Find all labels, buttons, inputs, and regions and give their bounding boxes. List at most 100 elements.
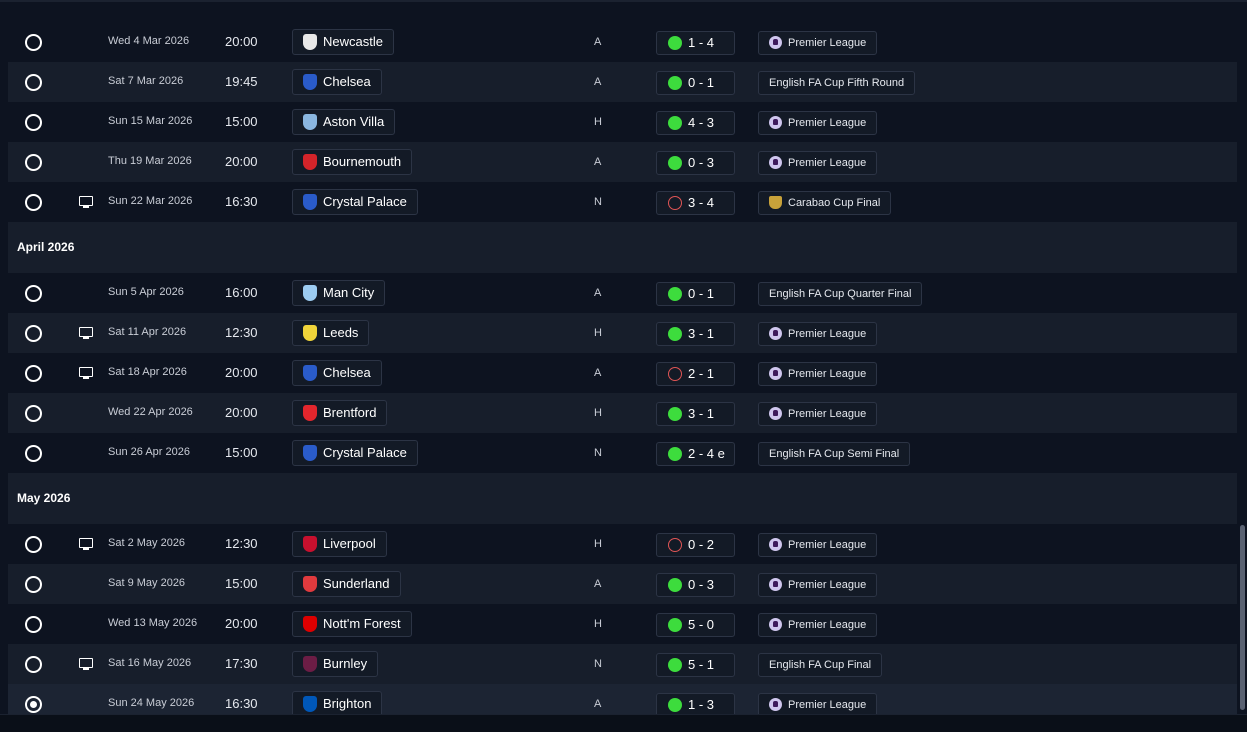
fixture-row[interactable]: Sat 9 May 2026 15:00 Sunderland A 0 - 3 Premi… xyxy=(8,564,1237,604)
result-button[interactable]: 3 - 4 xyxy=(656,191,735,215)
opponent-team-button[interactable]: Nott'm Forest xyxy=(292,611,412,637)
competition-button[interactable]: Premier League xyxy=(758,613,878,637)
result-button[interactable]: 1 - 4 xyxy=(656,31,735,55)
fixture-row[interactable]: Sun 26 Apr 2026 15:00 Crystal Palace N 2 - 4… xyxy=(8,433,1237,473)
result-button[interactable]: 0 - 2 xyxy=(656,533,735,557)
competition-button[interactable]: Premier League xyxy=(758,533,878,557)
result-button[interactable]: 1 - 3 xyxy=(656,693,735,717)
competition-name: Premier League xyxy=(788,117,867,129)
fixture-date: Sat 2 May 2026 xyxy=(108,537,186,549)
opponent-team-button[interactable]: Brentford xyxy=(292,400,388,426)
select-radio[interactable] xyxy=(25,445,42,462)
opponent-team-button[interactable]: Crystal Palace xyxy=(292,189,418,215)
select-radio[interactable] xyxy=(25,405,42,422)
opponent-team-button[interactable]: Leeds xyxy=(292,320,370,346)
select-radio[interactable] xyxy=(25,194,42,211)
competition-button[interactable]: Premier League xyxy=(758,111,878,135)
result-button[interactable]: 3 - 1 xyxy=(656,402,735,426)
select-radio[interactable] xyxy=(25,325,42,342)
select-radio[interactable] xyxy=(25,365,42,382)
fixture-date: Sun 24 May 2026 xyxy=(108,697,195,709)
result-button[interactable]: 0 - 3 xyxy=(656,151,735,175)
competition-button[interactable]: Premier League xyxy=(758,693,878,717)
select-radio[interactable] xyxy=(25,34,42,51)
competition-button[interactable]: Premier League xyxy=(758,322,878,346)
score: 5 - 0 xyxy=(688,617,715,632)
venue: H xyxy=(594,407,602,419)
competition-button[interactable]: Premier League xyxy=(758,362,878,386)
result-button[interactable]: 4 - 3 xyxy=(656,111,735,135)
select-radio[interactable] xyxy=(25,576,42,593)
fixture-row[interactable]: Sat 16 May 2026 17:30 Burnley N 5 - 1 English… xyxy=(8,644,1237,684)
fixture-time: 20:00 xyxy=(225,365,258,380)
club-badge-icon xyxy=(303,405,317,421)
competition-button[interactable]: Premier League xyxy=(758,573,878,597)
club-badge-icon xyxy=(303,445,317,461)
fixture-time: 16:30 xyxy=(225,696,258,711)
opponent-team-button[interactable]: Newcastle xyxy=(292,29,394,55)
competition-button[interactable]: Carabao Cup Final xyxy=(758,191,892,215)
fixture-row[interactable]: Sat 11 Apr 2026 12:30 Leeds H 3 - 1 Premier L… xyxy=(8,313,1237,353)
result-button[interactable]: 5 - 0 xyxy=(656,613,735,637)
opponent-team-button[interactable]: Chelsea xyxy=(292,360,382,386)
select-radio[interactable] xyxy=(25,616,42,633)
select-radio[interactable] xyxy=(25,285,42,302)
vertical-scrollbar[interactable] xyxy=(1240,525,1245,710)
opponent-team-button[interactable]: Crystal Palace xyxy=(292,440,418,466)
competition-button[interactable]: English FA Cup Final xyxy=(758,653,883,677)
opponent-team-button[interactable]: Burnley xyxy=(292,651,379,677)
result-button[interactable]: 5 - 1 xyxy=(656,653,735,677)
month-header: April 2026 xyxy=(8,222,1237,273)
result-button[interactable]: 0 - 1 xyxy=(656,71,735,95)
competition-name: Carabao Cup Final xyxy=(788,197,881,209)
select-radio[interactable] xyxy=(25,536,42,553)
fixture-row[interactable]: Thu 19 Mar 2026 20:00 Bournemouth A 0 - 3 Pre… xyxy=(8,142,1237,182)
opponent-team-button[interactable]: Sunderland xyxy=(292,571,401,597)
premier-league-icon xyxy=(769,618,782,631)
fixture-row[interactable]: Sun 15 Mar 2026 15:00 Aston Villa H 4 - 3 Pre… xyxy=(8,102,1237,142)
result-button[interactable]: 2 - 1 xyxy=(656,362,735,386)
select-radio[interactable] xyxy=(25,656,42,673)
select-radio[interactable] xyxy=(25,154,42,171)
opponent-team-button[interactable]: Brighton xyxy=(292,691,383,717)
premier-league-icon xyxy=(769,407,782,420)
competition-button[interactable]: English FA Cup Semi Final xyxy=(758,442,911,466)
score: 5 - 1 xyxy=(688,657,715,672)
competition-button[interactable]: English FA Cup Quarter Final xyxy=(758,282,923,306)
competition-name: Premier League xyxy=(788,157,867,169)
result-button[interactable]: 0 - 3 xyxy=(656,573,735,597)
fixture-row[interactable]: Sat 7 Mar 2026 19:45 Chelsea A 0 - 1 English … xyxy=(8,62,1237,102)
opponent-team-button[interactable]: Chelsea xyxy=(292,69,382,95)
result-button[interactable]: 0 - 1 xyxy=(656,282,735,306)
opponent-team-button[interactable]: Man City xyxy=(292,280,386,306)
fixture-time: 15:00 xyxy=(225,445,258,460)
fixture-row[interactable]: Sat 18 Apr 2026 20:00 Chelsea A 2 - 1 Premier… xyxy=(8,353,1237,393)
opponent-team-button[interactable]: Aston Villa xyxy=(292,109,396,135)
select-radio[interactable] xyxy=(25,114,42,131)
fixture-row[interactable]: Sun 22 Mar 2026 16:30 Crystal Palace N 3 - 4… xyxy=(8,182,1237,222)
fixture-row[interactable]: Sat 2 May 2026 12:30 Liverpool H 0 - 2 Premie… xyxy=(8,524,1237,564)
competition-name: English FA Cup Quarter Final xyxy=(769,288,912,300)
score: 0 - 1 xyxy=(688,286,715,301)
fixture-row[interactable]: Wed 22 Apr 2026 20:00 Brentford H 3 - 1 Premi… xyxy=(8,393,1237,433)
competition-button[interactable]: English FA Cup Fifth Round xyxy=(758,71,916,95)
competition-button[interactable]: Premier League xyxy=(758,151,878,175)
competition-button[interactable]: Premier League xyxy=(758,402,878,426)
competition-button[interactable]: Premier League xyxy=(758,31,878,55)
select-radio[interactable] xyxy=(25,696,42,713)
opponent-name: Man City xyxy=(323,285,375,300)
fixture-row[interactable]: Sun 5 Apr 2026 16:00 Man City A 0 - 1 English… xyxy=(8,273,1237,313)
venue: A xyxy=(594,76,602,88)
result-button[interactable]: 2 - 4 e xyxy=(656,442,735,466)
opponent-team-button[interactable]: Liverpool xyxy=(292,531,387,557)
tv-icon xyxy=(79,327,93,339)
opponent-team-button[interactable]: Bournemouth xyxy=(292,149,413,175)
select-radio[interactable] xyxy=(25,74,42,91)
fixture-time: 12:30 xyxy=(225,325,258,340)
opponent-name: Bournemouth xyxy=(323,154,402,169)
premier-league-icon xyxy=(769,367,782,380)
fixture-time: 20:00 xyxy=(225,405,258,420)
result-button[interactable]: 3 - 1 xyxy=(656,322,735,346)
fixture-row[interactable]: Wed 13 May 2026 20:00 Nott'm Forest H 5 - 0 P… xyxy=(8,604,1237,644)
fixture-row[interactable]: Wed 4 Mar 2026 20:00 Newcastle A 1 - 4 Premie… xyxy=(8,22,1237,62)
